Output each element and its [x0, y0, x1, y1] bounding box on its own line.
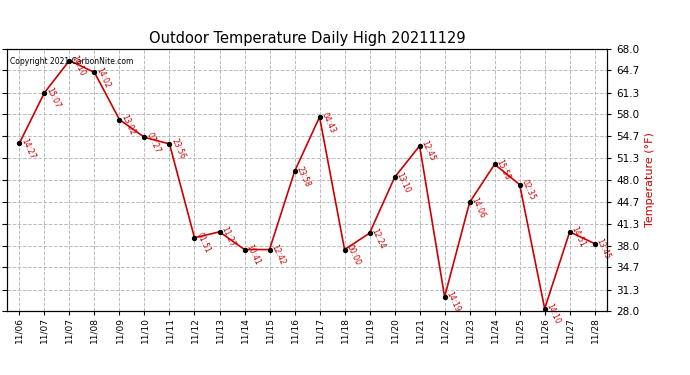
Point [439, 294, 450, 300]
Text: 00:00: 00:00 [344, 243, 362, 267]
Text: 04:43: 04:43 [319, 111, 337, 134]
Text: 01:51: 01:51 [195, 231, 212, 255]
Point [339, 247, 350, 253]
Text: 14:02: 14:02 [95, 66, 112, 90]
Point [14, 140, 25, 146]
Text: 13:10: 13:10 [395, 171, 412, 195]
Text: 14:06: 14:06 [470, 196, 487, 219]
Text: 11:27: 11:27 [219, 225, 237, 249]
Text: 13:02: 13:02 [119, 113, 137, 137]
Point [114, 117, 125, 123]
Text: 02:35: 02:35 [520, 178, 537, 202]
Text: 12:24: 12:24 [370, 227, 387, 250]
Text: 14:10: 14:10 [544, 302, 562, 326]
Point [364, 230, 375, 236]
Text: Copyright 2021 CarbonNite.com: Copyright 2021 CarbonNite.com [10, 57, 133, 66]
Point [189, 235, 200, 241]
Point [89, 69, 100, 75]
Text: 10:41: 10:41 [244, 243, 262, 267]
Point [214, 229, 225, 235]
Point [239, 247, 250, 253]
Text: 12:42: 12:42 [270, 243, 287, 267]
Point [164, 141, 175, 147]
Point [464, 200, 475, 206]
Text: 15:58: 15:58 [495, 158, 512, 182]
Text: 15:07: 15:07 [44, 86, 62, 110]
Point [539, 306, 550, 312]
Text: 07:27: 07:27 [144, 131, 162, 154]
Title: Outdoor Temperature Daily High 20211129: Outdoor Temperature Daily High 20211129 [149, 31, 465, 46]
Text: 14:27: 14:27 [19, 137, 37, 160]
Point [64, 57, 75, 63]
Text: 23:58: 23:58 [295, 165, 312, 189]
Point [289, 168, 300, 174]
Text: 14:51: 14:51 [570, 225, 587, 249]
Point [139, 134, 150, 140]
Point [414, 143, 425, 149]
Text: 12:45: 12:45 [420, 140, 437, 163]
Text: 14:10: 14:10 [70, 54, 87, 78]
Y-axis label: Temperature (°F): Temperature (°F) [645, 133, 655, 227]
Point [39, 90, 50, 96]
Text: 14:19: 14:19 [444, 290, 462, 314]
Point [389, 174, 400, 180]
Point [264, 247, 275, 253]
Point [564, 229, 575, 235]
Point [589, 241, 600, 247]
Text: 23:56: 23:56 [170, 138, 187, 161]
Point [314, 114, 325, 120]
Point [489, 161, 500, 167]
Text: 13:45: 13:45 [595, 237, 612, 261]
Point [514, 182, 525, 188]
